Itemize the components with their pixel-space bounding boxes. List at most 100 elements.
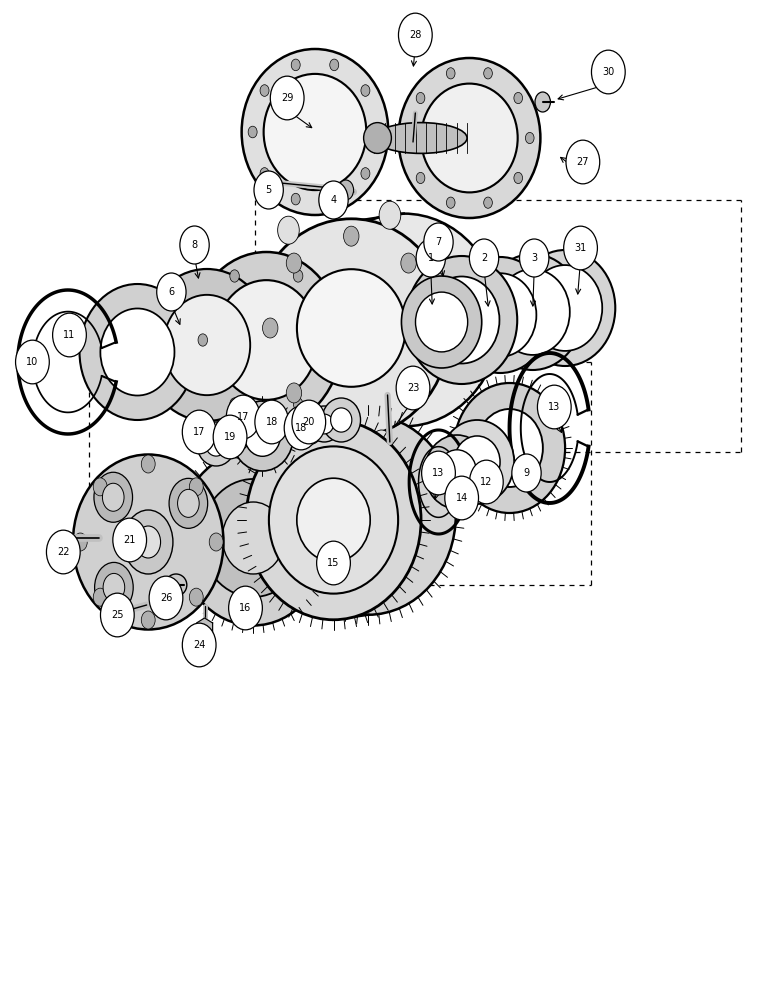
Text: 7: 7 [435,237,442,247]
Circle shape [338,180,354,200]
Ellipse shape [496,269,570,355]
Ellipse shape [201,479,305,597]
Ellipse shape [482,254,583,370]
Circle shape [344,226,359,246]
Text: 24: 24 [193,640,205,650]
Circle shape [229,586,262,630]
Ellipse shape [215,280,318,400]
Text: 12: 12 [480,477,493,487]
Circle shape [317,541,350,585]
Circle shape [226,395,260,439]
Circle shape [230,270,239,282]
Circle shape [93,588,107,606]
Circle shape [254,171,283,209]
Circle shape [286,253,302,273]
Ellipse shape [464,273,537,357]
Circle shape [189,588,203,606]
Circle shape [422,451,455,495]
Circle shape [178,489,199,517]
Circle shape [46,530,80,574]
Ellipse shape [352,264,455,376]
Ellipse shape [450,257,550,373]
Text: 19: 19 [224,432,236,442]
Ellipse shape [230,430,249,450]
Circle shape [103,573,125,601]
Circle shape [260,85,269,96]
Circle shape [361,168,370,179]
Ellipse shape [454,436,500,488]
Ellipse shape [515,250,615,366]
Ellipse shape [222,422,256,458]
Circle shape [93,478,107,496]
Text: 25: 25 [111,610,124,620]
Ellipse shape [528,265,602,351]
Circle shape [291,59,300,71]
Text: 29: 29 [281,93,293,103]
Text: 30: 30 [602,67,615,77]
Circle shape [141,455,155,473]
Text: 3: 3 [531,253,537,263]
Text: 13: 13 [548,402,560,412]
Circle shape [566,140,600,184]
Ellipse shape [205,432,227,456]
Text: 31: 31 [574,243,587,253]
Circle shape [103,483,124,511]
Text: 27: 27 [577,157,589,167]
Ellipse shape [281,415,455,615]
Text: 2: 2 [481,253,487,263]
Text: 13: 13 [432,468,445,478]
Text: 28: 28 [409,30,422,40]
Circle shape [180,226,209,264]
Circle shape [149,576,183,620]
Circle shape [198,334,208,346]
Ellipse shape [415,292,468,352]
Circle shape [100,593,134,637]
Circle shape [113,518,147,562]
Text: 14: 14 [455,493,468,503]
Circle shape [469,460,503,504]
Ellipse shape [246,420,421,620]
Circle shape [361,85,370,96]
Ellipse shape [141,269,273,421]
Ellipse shape [398,58,540,218]
Text: 16: 16 [239,603,252,613]
Text: 17: 17 [193,427,205,437]
Circle shape [535,92,550,112]
Circle shape [446,68,455,79]
Circle shape [278,216,300,244]
Polygon shape [197,618,212,638]
Circle shape [248,126,257,138]
Circle shape [213,415,247,459]
Text: 23: 23 [407,383,419,393]
Ellipse shape [290,409,324,445]
Circle shape [182,410,216,454]
Circle shape [424,223,453,261]
Circle shape [514,92,523,104]
Ellipse shape [245,416,280,456]
Ellipse shape [425,435,489,509]
Circle shape [416,172,425,184]
Circle shape [15,340,49,384]
Circle shape [73,533,87,551]
Circle shape [526,132,534,144]
Ellipse shape [222,502,284,574]
Circle shape [260,168,269,179]
Ellipse shape [297,269,405,387]
Ellipse shape [191,252,342,428]
Ellipse shape [476,409,543,487]
Text: 26: 26 [160,593,172,603]
Circle shape [446,197,455,208]
Text: 10: 10 [26,357,39,367]
Circle shape [445,476,479,520]
Ellipse shape [440,420,514,504]
Circle shape [95,562,134,612]
Ellipse shape [165,574,187,596]
Ellipse shape [242,49,388,215]
Ellipse shape [364,123,391,153]
Circle shape [416,239,445,277]
Ellipse shape [178,450,329,626]
Circle shape [169,478,208,528]
Ellipse shape [322,398,361,442]
Circle shape [330,59,339,71]
Ellipse shape [232,401,293,471]
